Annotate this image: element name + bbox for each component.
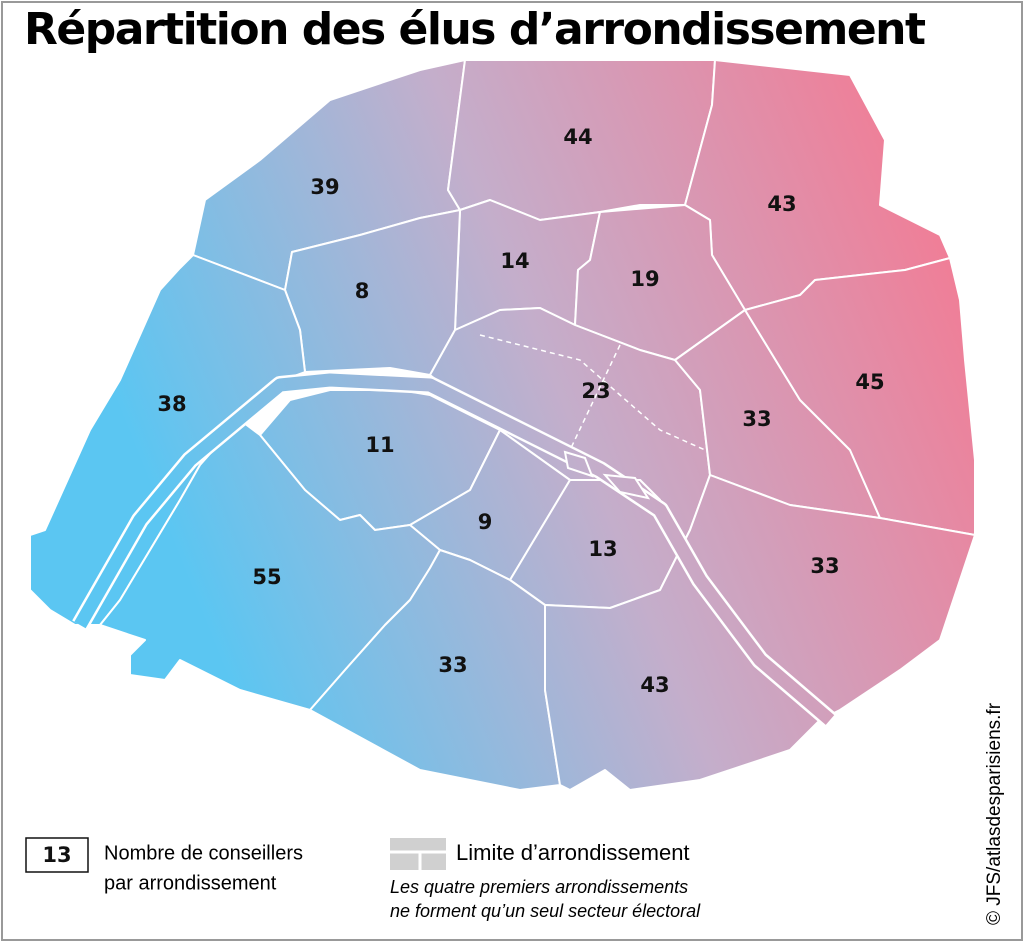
region-count: 39 xyxy=(310,175,339,199)
legend-note: Les quatre premiers arrondissements xyxy=(390,877,688,897)
region-count: 23 xyxy=(581,379,610,403)
region-count: 33 xyxy=(438,653,467,677)
region-count: 11 xyxy=(365,433,394,457)
region-count: 8 xyxy=(355,279,370,303)
legend-sample: 13 xyxy=(42,843,71,867)
arrondissements xyxy=(29,59,976,791)
labels: 39 44 43 14 19 8 38 23 33 45 11 9 13 33 55 33 43 xyxy=(157,125,884,697)
area xyxy=(744,257,976,536)
region-count: 38 xyxy=(157,392,186,416)
river-fill xyxy=(74,373,835,725)
region-count: 14 xyxy=(500,249,529,273)
legend-note: ne forment qu’un seul secteur électoral xyxy=(390,901,701,921)
area xyxy=(544,549,821,791)
title: Répartition des élus d’arrondissement xyxy=(24,4,926,55)
region-count: 44 xyxy=(563,125,592,149)
region-count: 19 xyxy=(630,267,659,291)
island xyxy=(563,450,594,478)
legend-box xyxy=(25,837,89,873)
region-count: 33 xyxy=(810,554,839,578)
region-count: 9 xyxy=(478,510,493,534)
legend-text: par arrondissement xyxy=(104,872,277,894)
boundary-icon-line xyxy=(390,850,446,870)
region-count: 33 xyxy=(742,407,771,431)
legend-text: Limite d’arrondissement xyxy=(456,840,690,865)
region-count: 43 xyxy=(767,192,796,216)
credit: © JFS/atlasdesparisiens.fr xyxy=(984,702,1005,925)
region-count: 13 xyxy=(588,537,617,561)
boundary-icon xyxy=(390,838,446,870)
sector-line xyxy=(479,334,706,451)
area xyxy=(309,549,561,791)
region-count: 45 xyxy=(855,370,884,394)
region-count: 43 xyxy=(640,673,669,697)
island xyxy=(602,473,651,500)
legend: 13 Nombre de conseillers par arrondissem… xyxy=(25,837,701,921)
region-count: 55 xyxy=(252,565,281,589)
legend-text: Nombre de conseillers xyxy=(104,842,303,864)
area xyxy=(99,419,441,711)
